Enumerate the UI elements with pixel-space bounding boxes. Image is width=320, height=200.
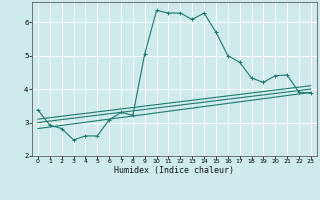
X-axis label: Humidex (Indice chaleur): Humidex (Indice chaleur) <box>115 166 234 175</box>
